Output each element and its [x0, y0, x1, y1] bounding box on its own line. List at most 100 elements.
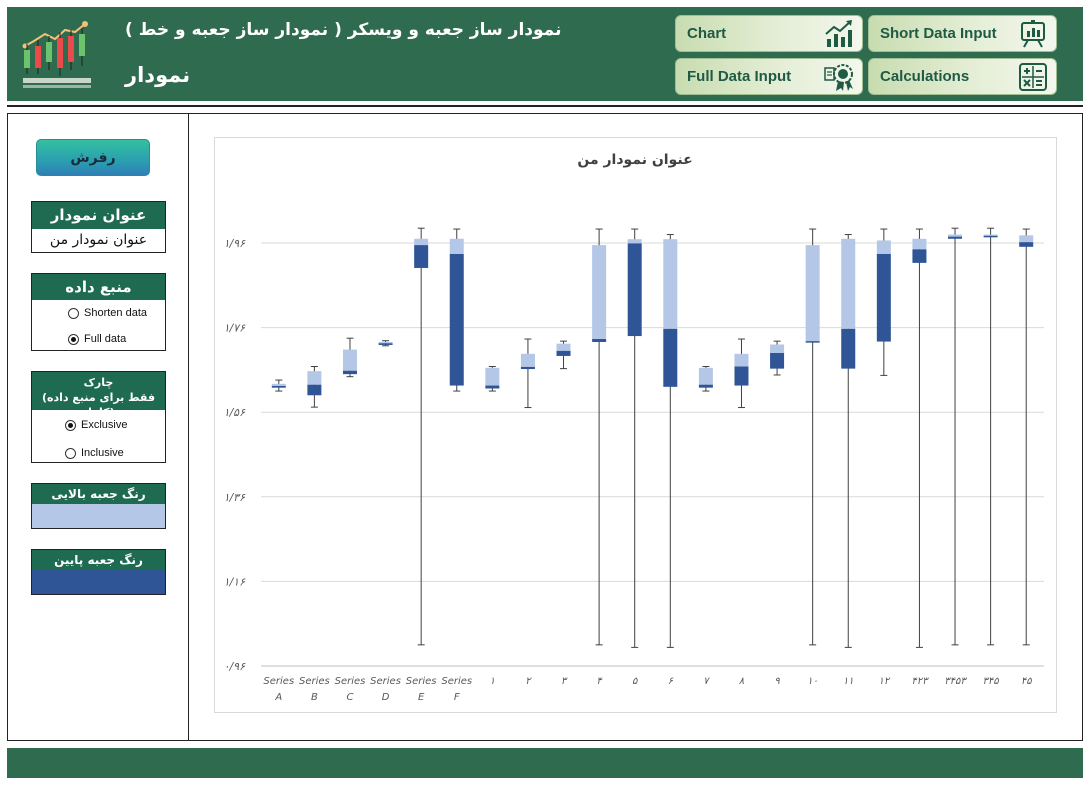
x-tick-label: ۷	[703, 676, 710, 687]
radio-exclusive[interactable]: Exclusive	[65, 419, 127, 431]
upper-box	[805, 245, 820, 342]
chart-title: عنوان نمودار من	[577, 152, 692, 168]
chart-boxes	[271, 227, 1034, 648]
upper-box	[698, 367, 713, 385]
x-tick-label: ۳۴۵	[983, 676, 1000, 687]
x-tick-label: ۶	[668, 676, 674, 687]
x-tick-label: ۴۵	[1021, 676, 1032, 687]
app-subtitle: نمودار ساز جعبه و ویسکر ( نمودار ساز جعب…	[125, 20, 562, 40]
lower-box	[592, 339, 607, 342]
upper-box	[983, 234, 998, 236]
x-tick-label: ۱	[490, 676, 495, 687]
upper-box	[556, 343, 571, 351]
lower-box	[1019, 242, 1034, 247]
upper-box-color-header: رنگ جعبه بالایی	[32, 484, 165, 504]
box-series	[805, 228, 820, 646]
upper-box	[627, 239, 642, 244]
x-tick-label-line2: C	[346, 692, 353, 703]
x-tick-label-line2: B	[311, 692, 318, 703]
upper-box	[307, 371, 322, 385]
radio-full-data[interactable]: Full data	[68, 333, 126, 345]
radio-shorten-data[interactable]: Shorten data	[68, 307, 147, 319]
x-tick-label: Series	[299, 676, 330, 687]
header-separator	[7, 105, 1083, 107]
box-series	[592, 228, 607, 646]
upper-box	[1019, 235, 1034, 243]
lower-box-color-header: رنگ جعبه پایین	[32, 550, 165, 570]
x-tick-label: Series	[335, 676, 366, 687]
upper-box	[485, 367, 500, 386]
box-series	[876, 228, 891, 376]
lower-box	[307, 384, 322, 396]
lower-box-color-swatch[interactable]	[32, 570, 165, 594]
radio-exclusive-label: Exclusive	[81, 419, 128, 431]
lower-box	[698, 384, 713, 388]
box-series	[1019, 228, 1034, 646]
box-series	[520, 338, 535, 409]
chart-title-input[interactable]: عنوان نمودار من	[49, 232, 148, 248]
radio-inclusive[interactable]: Inclusive	[65, 447, 124, 459]
radio-inclusive-label: Inclusive	[81, 447, 124, 459]
upper-box	[342, 349, 357, 371]
lower-box	[378, 343, 393, 345]
y-tick-label: ۱/۷۶	[224, 322, 247, 335]
radio-inclusive-dot[interactable]	[65, 447, 76, 459]
x-tick-label: ۸	[739, 676, 745, 687]
refresh-button[interactable]: رفرش	[36, 139, 150, 176]
lower-box	[948, 236, 963, 239]
upper-box	[841, 238, 856, 329]
upper-box	[663, 239, 678, 329]
x-tick-label: ۱۱	[843, 676, 854, 687]
x-tick-label: Series	[441, 676, 472, 687]
certificate-badge-icon	[824, 63, 853, 91]
x-tick-label: ۱۰	[807, 676, 818, 687]
data-source-panel-header: منبع داده	[32, 274, 165, 300]
chart-nav-button[interactable]: Chart	[675, 15, 863, 52]
full-data-input-label: Full Data Input	[687, 68, 792, 85]
upper-box-color-swatch[interactable]	[32, 504, 165, 528]
radio-full-data-label: Full data	[84, 333, 127, 345]
x-tick-label: ۲	[525, 676, 532, 687]
upper-box	[449, 238, 464, 254]
full-data-input-nav-button[interactable]: Full Data Input	[675, 58, 863, 95]
short-data-input-nav-button[interactable]: Short Data Input	[868, 15, 1057, 52]
x-tick-label-line2: F	[454, 692, 460, 703]
x-tick-label-line2: D	[382, 692, 390, 703]
box-series	[342, 337, 357, 378]
quartile-panel: چارک (فقط برای منبع داده کامل) Exclusive…	[31, 371, 166, 463]
sidebar-divider	[188, 113, 189, 741]
calculations-nav-button[interactable]: Calculations	[868, 58, 1057, 95]
lower-box	[663, 328, 678, 387]
x-tick-label: ۴۲۳	[911, 676, 929, 687]
upper-box-color-panel: رنگ جعبه بالایی	[31, 483, 166, 529]
box-series	[912, 228, 927, 648]
x-tick-label: Series	[263, 676, 294, 687]
lower-box	[805, 341, 820, 343]
chart-x-axis: Series A Series B Series C Series D Series E Serie…	[263, 676, 1032, 703]
x-tick-label: ۵	[632, 676, 638, 687]
lower-box	[912, 249, 927, 263]
upper-box	[912, 238, 927, 250]
box-series	[556, 340, 571, 370]
y-tick-label: ۱/۹۶	[224, 237, 247, 250]
calculations-label: Calculations	[880, 68, 970, 85]
lower-box	[449, 253, 464, 386]
radio-exclusive-dot[interactable]	[65, 419, 76, 431]
presentation-board-icon	[1021, 19, 1045, 47]
x-tick-label-line2: A	[274, 692, 282, 703]
y-tick-label: ۰/۹۶	[224, 660, 247, 673]
growth-chart-icon	[825, 19, 852, 47]
box-series	[307, 366, 322, 408]
radio-shorten-data-dot[interactable]	[68, 307, 79, 319]
lower-box	[520, 366, 535, 370]
lower-box	[627, 243, 642, 337]
quartile-header-line1: چارک	[83, 376, 114, 389]
box-series	[663, 234, 678, 648]
short-data-input-label: Short Data Input	[880, 25, 997, 42]
box-series	[983, 227, 998, 646]
box-series	[948, 227, 963, 646]
chart-title-panel-header: عنوان نمودار	[32, 202, 165, 229]
radio-full-data-dot[interactable]	[68, 333, 79, 345]
upper-box	[734, 353, 749, 367]
